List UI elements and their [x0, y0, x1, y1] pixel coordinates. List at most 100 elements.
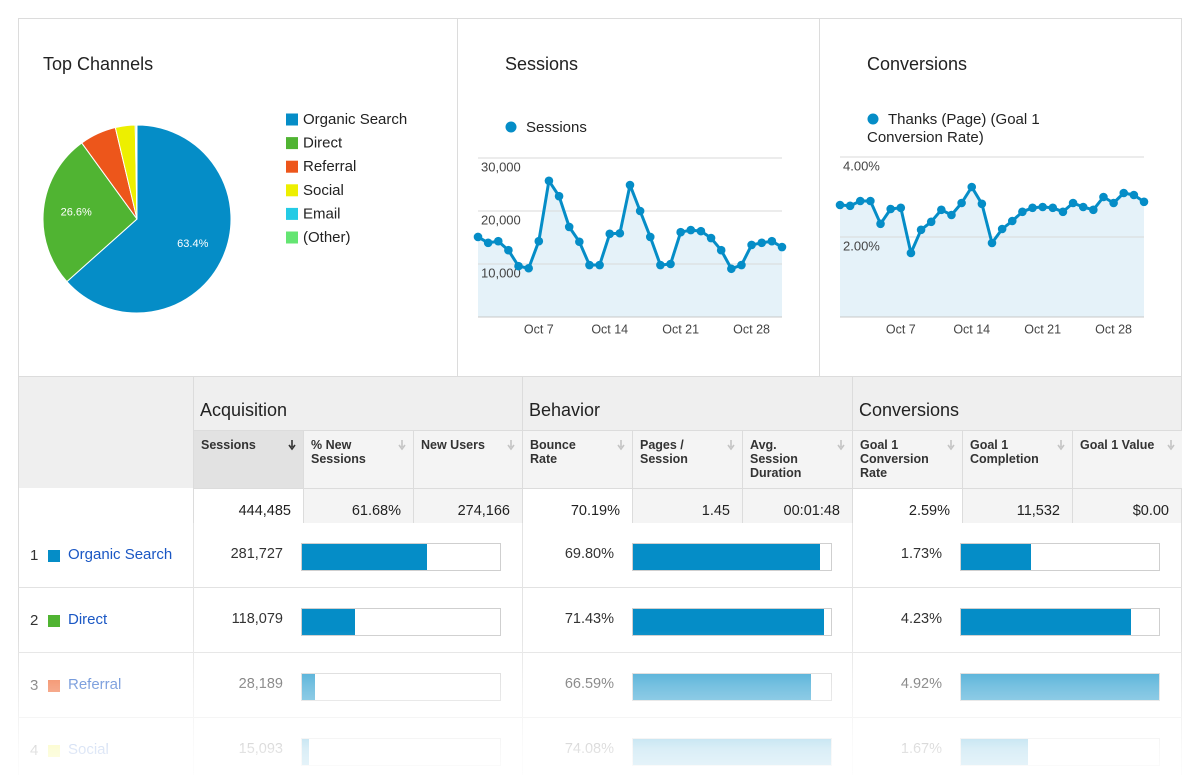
point — [916, 225, 926, 235]
metric-value: 71.43% — [564, 611, 614, 627]
sort-icon — [507, 440, 515, 451]
point — [727, 264, 736, 274]
column-header[interactable]: Goal 1 Completion — [962, 430, 1072, 488]
column-header[interactable]: Avg. Session Duration — [742, 430, 852, 488]
column-header[interactable]: Pages / Session — [632, 430, 742, 488]
point — [534, 236, 544, 246]
column-header[interactable]: Bounce Rate — [522, 430, 632, 488]
point — [876, 219, 885, 229]
point — [845, 201, 855, 211]
column-divider — [522, 588, 523, 653]
total-value: 61.68% — [351, 503, 401, 519]
column-header[interactable]: New Users — [413, 430, 522, 488]
channel-link[interactable]: Organic Search — [68, 546, 173, 563]
point — [1018, 207, 1027, 217]
metric-value: 281,727 — [230, 546, 283, 562]
total-cell: 274,166 — [413, 488, 522, 523]
total-value: 1.45 — [701, 503, 730, 519]
legend-label: (Other) — [303, 229, 351, 246]
point — [493, 236, 503, 246]
sort-arrow — [507, 440, 515, 451]
column-header[interactable]: % New Sessions — [303, 430, 413, 488]
group-header: Behavior — [529, 400, 601, 420]
column-header-label: Avg. Session Duration — [750, 438, 802, 480]
pie-slice — [66, 124, 232, 314]
chart-title: Sessions — [505, 54, 578, 74]
total-value: 274,166 — [457, 503, 510, 519]
point — [977, 199, 987, 209]
column-header[interactable]: Goal 1 Conversion Rate — [852, 430, 962, 488]
point — [835, 200, 845, 210]
total-value: 00:01:48 — [783, 503, 840, 519]
x-tick-label: Oct 21 — [662, 322, 699, 336]
legend-label: Organic Search — [303, 111, 407, 128]
row-rank: 1 — [30, 547, 39, 564]
point — [605, 229, 615, 239]
channel-swatch — [48, 615, 60, 627]
area — [478, 180, 782, 317]
point — [896, 203, 906, 213]
point — [1028, 203, 1037, 213]
bar-track — [301, 543, 501, 571]
point — [855, 196, 865, 206]
point — [866, 196, 875, 206]
column-header[interactable]: Goal 1 Value — [1072, 430, 1182, 488]
point — [947, 210, 956, 220]
point — [615, 228, 625, 238]
point — [886, 204, 895, 214]
point — [1099, 192, 1108, 202]
bar — [302, 544, 428, 570]
point — [676, 227, 685, 237]
total-cell: 2.59% — [852, 488, 962, 523]
chart-title: Conversions — [867, 54, 967, 74]
pie-slice — [42, 142, 138, 283]
point — [544, 176, 554, 186]
point — [706, 233, 716, 243]
point — [777, 242, 787, 252]
sort-arrow — [1167, 440, 1175, 451]
column-header[interactable]: Sessions — [193, 430, 303, 488]
column-divider — [522, 523, 523, 588]
total-cell: 444,485 — [193, 488, 303, 523]
total-value: $0.00 — [1132, 503, 1169, 519]
point — [967, 182, 977, 192]
metric-value: 4.23% — [900, 611, 942, 627]
point — [937, 205, 946, 215]
point — [957, 198, 966, 208]
x-tick-label: Oct 21 — [1024, 322, 1061, 336]
point — [1048, 203, 1058, 213]
legend-dot — [867, 113, 879, 125]
point — [645, 232, 655, 242]
channel-swatch — [48, 550, 60, 562]
metric-value: 118,079 — [231, 611, 283, 627]
y-tick-label: 4.00% — [843, 158, 880, 173]
point — [524, 263, 533, 273]
sort-icon — [727, 440, 735, 451]
slice-label: 26.6% — [61, 206, 92, 218]
point — [1007, 216, 1017, 226]
point — [595, 260, 604, 270]
channel-link[interactable]: Direct — [68, 611, 108, 628]
x-tick-label: Oct 7 — [524, 322, 554, 336]
point — [666, 259, 675, 269]
total-value: 444,485 — [238, 503, 291, 519]
group-header: Acquisition — [200, 400, 288, 420]
bar-track — [960, 543, 1160, 571]
pie-slice — [135, 124, 138, 220]
column-divider — [193, 523, 194, 588]
point — [987, 238, 997, 248]
metric-value: 1.73% — [900, 546, 942, 562]
legend-label: Thanks (Page) (Goal 1 Conversion Rate) — [867, 111, 1040, 146]
sort-arrow — [617, 440, 625, 451]
sort-arrow — [947, 440, 955, 451]
area — [840, 187, 1144, 317]
slice-label: 63.4% — [177, 238, 208, 250]
sort-icon — [398, 440, 406, 451]
point — [767, 236, 777, 246]
x-tick-label: Oct 14 — [953, 322, 990, 336]
charts-panel: Top Channels 63.4% Organic Search 26.6% Dire… — [18, 18, 1182, 377]
bar-track — [632, 543, 832, 571]
point — [585, 260, 594, 270]
point — [1038, 202, 1047, 212]
